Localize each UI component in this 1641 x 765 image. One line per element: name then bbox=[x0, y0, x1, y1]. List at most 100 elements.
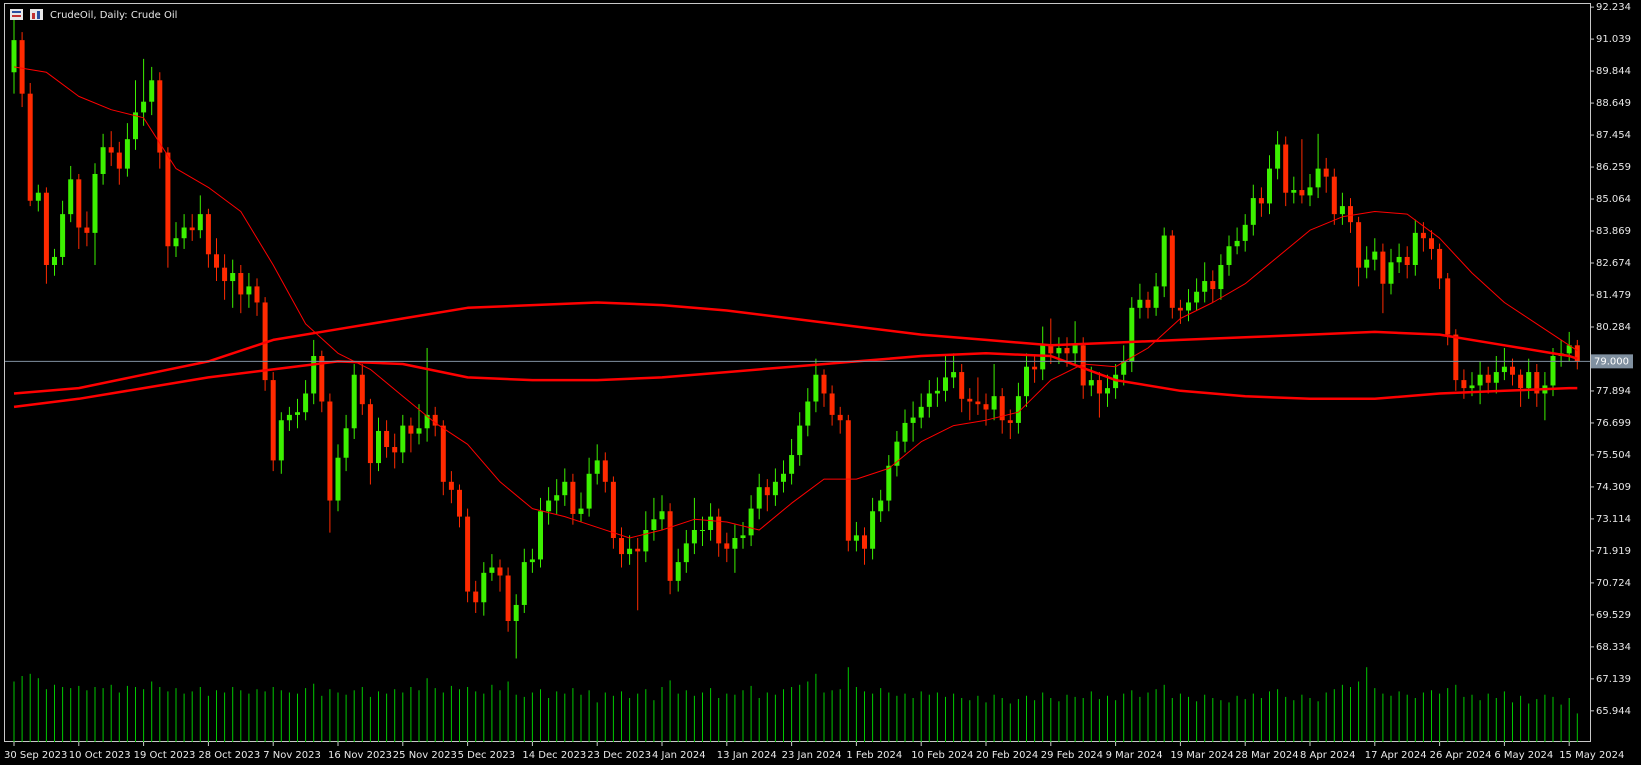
candle-body bbox=[133, 112, 138, 140]
x-tick-label: 16 Nov 2023 bbox=[328, 750, 392, 761]
candle-body bbox=[967, 398, 973, 402]
candle-body bbox=[400, 425, 406, 453]
candle-body bbox=[222, 267, 228, 282]
candle-body bbox=[756, 487, 762, 509]
candle-body bbox=[1096, 380, 1102, 394]
candle-body bbox=[52, 256, 57, 265]
x-tick-label: 10 Oct 2023 bbox=[69, 750, 131, 761]
icon-chart[interactable] bbox=[30, 9, 43, 20]
candle-body bbox=[772, 481, 778, 496]
candle-body bbox=[1137, 299, 1143, 308]
y-tick-label: 77.894 bbox=[1596, 386, 1631, 397]
plot-frame bbox=[4, 3, 1591, 742]
icon-list[interactable] bbox=[10, 9, 23, 20]
candle-body bbox=[1226, 246, 1232, 265]
candle-body bbox=[1275, 144, 1281, 169]
candle-body bbox=[862, 535, 867, 549]
candle-body bbox=[1526, 372, 1532, 389]
candle-body bbox=[570, 481, 576, 514]
candle-body bbox=[1072, 345, 1078, 354]
candle-body bbox=[1388, 262, 1394, 284]
candle-body bbox=[586, 473, 592, 509]
y-tick-label: 82.674 bbox=[1596, 258, 1631, 269]
candle-body bbox=[189, 227, 195, 231]
candle-body bbox=[1210, 281, 1216, 290]
candle-body bbox=[708, 516, 714, 530]
candle-body bbox=[392, 447, 398, 453]
candle-body bbox=[205, 214, 211, 255]
candle-body bbox=[92, 173, 98, 233]
x-tick-label: 14 Dec 2023 bbox=[522, 750, 586, 761]
candle-body bbox=[764, 487, 770, 496]
candle-body bbox=[845, 420, 851, 541]
candle-body bbox=[886, 465, 892, 501]
candle-body bbox=[311, 356, 317, 394]
y-tick-label: 92.234 bbox=[1596, 2, 1631, 13]
candle-body bbox=[197, 214, 203, 231]
y-tick-label: 69.529 bbox=[1596, 610, 1631, 621]
candle-body bbox=[100, 147, 106, 174]
candle-body bbox=[732, 538, 738, 549]
candle-body bbox=[513, 604, 519, 622]
candle-body bbox=[481, 572, 487, 603]
chart-icons bbox=[10, 9, 43, 20]
candle-body bbox=[951, 372, 957, 378]
candle-body bbox=[1429, 238, 1434, 249]
candle-body bbox=[1088, 380, 1094, 386]
candle-body bbox=[1550, 356, 1556, 386]
candle-body bbox=[829, 393, 835, 415]
candle-body bbox=[457, 489, 462, 517]
candle-body bbox=[1453, 334, 1459, 381]
candle-body bbox=[1121, 361, 1127, 375]
candle-body bbox=[610, 481, 616, 539]
candle-body bbox=[1040, 345, 1046, 370]
x-tick-label: 23 Jan 2024 bbox=[782, 750, 842, 761]
candle-body bbox=[343, 428, 349, 458]
candle-body bbox=[675, 562, 681, 581]
candle-body bbox=[149, 80, 155, 102]
candle-body bbox=[619, 538, 624, 555]
candle-body bbox=[230, 273, 236, 282]
candle-body bbox=[1485, 374, 1491, 383]
candle-body bbox=[1339, 206, 1345, 215]
candle-body bbox=[999, 396, 1005, 421]
x-tick-label: 20 Feb 2024 bbox=[976, 750, 1038, 761]
candle-body bbox=[538, 511, 543, 560]
y-tick-label: 70.724 bbox=[1596, 578, 1631, 589]
x-tick-label: 30 Sep 2023 bbox=[4, 750, 67, 761]
candle-body bbox=[781, 473, 786, 482]
x-tick-label: 28 Oct 2023 bbox=[198, 750, 260, 761]
candle-body bbox=[870, 511, 876, 549]
x-tick-label: 8 Apr 2024 bbox=[1300, 750, 1355, 761]
x-tick-label: 5 Dec 2023 bbox=[458, 750, 516, 761]
candle-body bbox=[1202, 281, 1208, 292]
y-tick-label: 65.944 bbox=[1596, 706, 1631, 717]
icon-list-line bbox=[12, 15, 21, 17]
y-tick-label: 86.259 bbox=[1596, 162, 1631, 173]
candle-body bbox=[1510, 366, 1515, 375]
candle-body bbox=[1469, 385, 1475, 389]
candle-body bbox=[278, 420, 284, 461]
candle-body bbox=[1501, 366, 1507, 373]
candle-body bbox=[214, 254, 219, 268]
candle-body bbox=[1242, 224, 1248, 241]
candle-body bbox=[1307, 187, 1313, 196]
x-tick-label: 19 Mar 2024 bbox=[1170, 750, 1233, 761]
candle-body bbox=[157, 80, 163, 153]
candle-body bbox=[1161, 235, 1167, 287]
candle-body bbox=[691, 529, 697, 544]
candle-body bbox=[1113, 374, 1119, 389]
candle-body bbox=[667, 511, 673, 581]
candle-body bbox=[1015, 396, 1021, 423]
candle-body bbox=[303, 393, 309, 413]
candle-body bbox=[270, 380, 276, 461]
candle-body bbox=[1566, 345, 1572, 354]
candle-body bbox=[286, 414, 292, 421]
candle-body bbox=[416, 428, 422, 434]
x-tick-label: 19 Oct 2023 bbox=[134, 750, 196, 761]
y-tick-label: 75.504 bbox=[1596, 450, 1631, 461]
candle-body bbox=[1267, 168, 1272, 204]
candle-body bbox=[173, 238, 179, 247]
candle-body bbox=[562, 481, 568, 496]
